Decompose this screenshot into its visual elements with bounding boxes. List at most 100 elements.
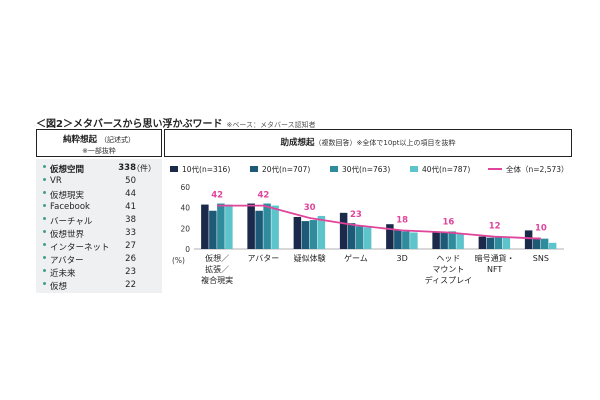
bar bbox=[432, 231, 440, 249]
bar bbox=[486, 237, 495, 249]
bar bbox=[456, 233, 464, 249]
word-list-item: Facebook 41 bbox=[36, 202, 162, 214]
legend-label: 20代(n=707) bbox=[262, 165, 311, 174]
word-count: 27 bbox=[125, 241, 136, 251]
bar bbox=[271, 205, 279, 249]
bar bbox=[217, 203, 225, 249]
y-tick-label: 0 bbox=[185, 245, 190, 254]
word-term: 仮想空間 bbox=[50, 165, 85, 175]
y-tick-label: 40 bbox=[180, 204, 190, 213]
figure-title-text: ＜図2＞メタバースから思い浮かぶワード bbox=[36, 119, 223, 130]
word-term: 仮想世界 bbox=[50, 230, 85, 240]
left-word-list: 仮想空間 338 （件） VR 50 仮想現実 44 Facebook 41 バーチャル 38 仮想世… bbox=[36, 159, 162, 293]
left-header-title-row: 純粋想起 （記述式） bbox=[37, 133, 161, 145]
bar bbox=[309, 220, 318, 249]
word-count: 23 bbox=[125, 267, 136, 277]
left-header-sub: （記述式） bbox=[100, 136, 135, 144]
word-list-item: 仮想現実 44 bbox=[36, 189, 162, 201]
category-label: SNS bbox=[533, 254, 549, 263]
word-term: アバター bbox=[50, 256, 84, 266]
legend-label: 10代(n=316) bbox=[182, 165, 231, 174]
category-label: ヘッドマウントディスプレイ bbox=[425, 254, 472, 285]
bullet-icon bbox=[43, 243, 46, 246]
data-label: 30 bbox=[304, 203, 316, 213]
word-term: バーチャル bbox=[50, 217, 93, 227]
word-list-item: 仮想 22 bbox=[36, 280, 162, 292]
y-axis-label: (%) bbox=[172, 256, 185, 265]
bar bbox=[363, 227, 372, 249]
y-tick-label: 20 bbox=[180, 224, 190, 233]
category-label: 仮想／拡張／複合現実 bbox=[201, 253, 233, 285]
word-list-item: インターネット 27 bbox=[36, 241, 162, 253]
left-panel-header: 純粋想起 （記述式） ※一部抜粋 bbox=[36, 129, 162, 157]
word-term: インターネット bbox=[50, 243, 110, 253]
data-label: 12 bbox=[489, 222, 501, 232]
count-unit: （件） bbox=[132, 164, 156, 173]
bar bbox=[478, 236, 487, 249]
word-count: 41 bbox=[125, 202, 136, 212]
word-count: 26 bbox=[125, 254, 136, 264]
word-count: 38 bbox=[125, 215, 136, 225]
word-list-item: VR 50 bbox=[36, 176, 162, 188]
bar bbox=[293, 216, 302, 249]
bar bbox=[209, 210, 217, 249]
bar bbox=[339, 212, 348, 249]
bar bbox=[548, 242, 557, 249]
bar bbox=[263, 203, 271, 249]
bullet-icon bbox=[43, 178, 46, 181]
bullet-icon bbox=[43, 217, 46, 220]
bar bbox=[502, 236, 511, 249]
category-label: アバター bbox=[248, 254, 280, 263]
bullet-icon bbox=[43, 204, 46, 207]
bar bbox=[301, 221, 310, 249]
legend-swatch bbox=[410, 166, 418, 172]
right-header-title: 助成想起 bbox=[280, 138, 315, 148]
bar bbox=[448, 231, 456, 249]
category-label: 暗号通貨・ NFT bbox=[475, 253, 515, 274]
legend-line-swatch bbox=[488, 168, 502, 170]
figure-note: ※ベース：メタバース認知者 bbox=[226, 121, 316, 129]
bar bbox=[201, 204, 209, 249]
category-label: 疑似体験 bbox=[294, 253, 326, 263]
bar bbox=[402, 231, 410, 249]
word-term: VR bbox=[50, 176, 62, 186]
bullet-icon bbox=[43, 269, 46, 272]
right-panel-header: 助成想起（複数回答）※全体で10pt以上の項目を抜粋 bbox=[164, 129, 572, 157]
left-header-note: ※一部抜粋 bbox=[82, 147, 116, 155]
data-label: 18 bbox=[396, 215, 408, 225]
category-label: 3D bbox=[397, 254, 408, 263]
bar bbox=[255, 210, 263, 249]
left-header-title: 純粋想起 bbox=[62, 135, 97, 145]
legend-label: 全体（n=2,573） bbox=[506, 165, 569, 174]
word-list-item: 近未来 23 bbox=[36, 267, 162, 279]
word-list-item: バーチャル 38 bbox=[36, 215, 162, 227]
legend-label: 30代(n=763) bbox=[342, 165, 391, 174]
bullet-icon bbox=[43, 256, 46, 259]
data-label: 16 bbox=[442, 217, 454, 227]
word-term: 仮想現実 bbox=[50, 191, 85, 201]
word-count: 33 bbox=[125, 228, 136, 238]
total-line bbox=[217, 204, 541, 240]
word-count: 338 bbox=[118, 163, 136, 173]
word-count: 22 bbox=[125, 280, 136, 290]
data-label: 23 bbox=[350, 210, 362, 220]
bar bbox=[524, 230, 533, 249]
right-header-note: ※全体で10pt以上の項目を抜粋 bbox=[356, 139, 456, 147]
data-label: 42 bbox=[211, 191, 223, 201]
bullet-icon bbox=[43, 282, 46, 285]
figure-title: ＜図2＞メタバースから思い浮かぶワード ※ベース：メタバース認知者 bbox=[36, 115, 316, 130]
word-term: Facebook bbox=[50, 202, 90, 212]
word-count: 44 bbox=[125, 189, 136, 199]
bar bbox=[347, 223, 356, 249]
bar bbox=[410, 232, 418, 249]
word-term: 近未来 bbox=[50, 269, 76, 279]
word-list-item: 仮想世界 33 bbox=[36, 228, 162, 240]
word-term: 仮想 bbox=[50, 282, 68, 292]
bar bbox=[386, 224, 394, 249]
legend-label: 40代(n=787) bbox=[422, 165, 471, 174]
bullet-icon bbox=[43, 191, 46, 194]
data-label: 10 bbox=[535, 224, 547, 234]
legend-swatch bbox=[330, 166, 338, 172]
word-list-item: 仮想空間 338 （件） bbox=[36, 163, 162, 175]
bar bbox=[394, 230, 402, 249]
